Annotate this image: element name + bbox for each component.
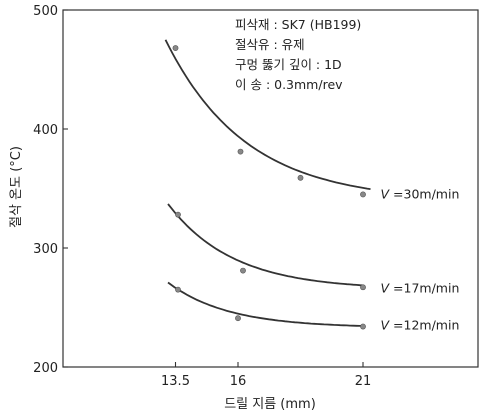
data-point xyxy=(360,323,366,330)
data-series: V =12m/min xyxy=(167,281,460,332)
x-tick-label: 13.5 xyxy=(161,374,190,389)
data-point xyxy=(175,286,181,293)
data-point xyxy=(360,191,366,198)
series-label-symbol: V xyxy=(381,280,391,295)
y-axis-label: 절삭 온도 (°C) xyxy=(9,146,24,228)
data-point xyxy=(175,211,181,218)
x-axis-label: 드릴 지름 (mm) xyxy=(224,397,316,412)
data-series: V =17m/min xyxy=(167,203,460,295)
note-feed: 이 송 : 0.3mm/rev xyxy=(235,77,343,92)
y-tick-label: 400 xyxy=(33,123,58,138)
note-hole-depth: 구멍 뚫기 깊이 : 1D xyxy=(235,57,342,72)
series-line xyxy=(167,281,364,327)
data-point xyxy=(360,284,366,291)
data-point xyxy=(297,174,304,181)
y-tick-label: 200 xyxy=(33,361,58,376)
series-label-value: =17m/min xyxy=(389,280,459,295)
data-series: V =30m/min xyxy=(164,39,460,201)
series-line xyxy=(164,39,371,190)
x-tick-label: 16 xyxy=(230,374,247,389)
y-tick-label: 300 xyxy=(33,242,58,257)
x-tick-label: 21 xyxy=(355,374,372,389)
plot-frame xyxy=(62,9,479,368)
series-label: V =17m/min xyxy=(381,280,460,295)
data-point xyxy=(237,148,244,155)
data-point xyxy=(240,267,246,274)
note-coolant: 절삭유 : 유제 xyxy=(235,37,305,52)
series-label: V =12m/min xyxy=(381,317,460,332)
y-tick-label: 500 xyxy=(33,4,58,19)
series-label-symbol: V xyxy=(381,186,391,201)
series-label-value: =12m/min xyxy=(389,317,459,332)
series-label-value: =30m/min xyxy=(389,186,459,201)
series-line xyxy=(167,203,364,287)
x-axis: 13.5 16 21 xyxy=(161,362,371,389)
series-label-symbol: V xyxy=(381,317,391,332)
data-point xyxy=(172,45,179,51)
data-point xyxy=(235,315,241,322)
note-workpiece: 피삭재 : SK7 (HB199) xyxy=(235,17,361,32)
conditions-note: 피삭재 : SK7 (HB199) 절삭유 : 유제 구멍 뚫기 깊이 : 1D… xyxy=(235,17,361,92)
series-label: V =30m/min xyxy=(381,186,460,201)
y-axis: 200 300 400 500 xyxy=(33,4,68,376)
